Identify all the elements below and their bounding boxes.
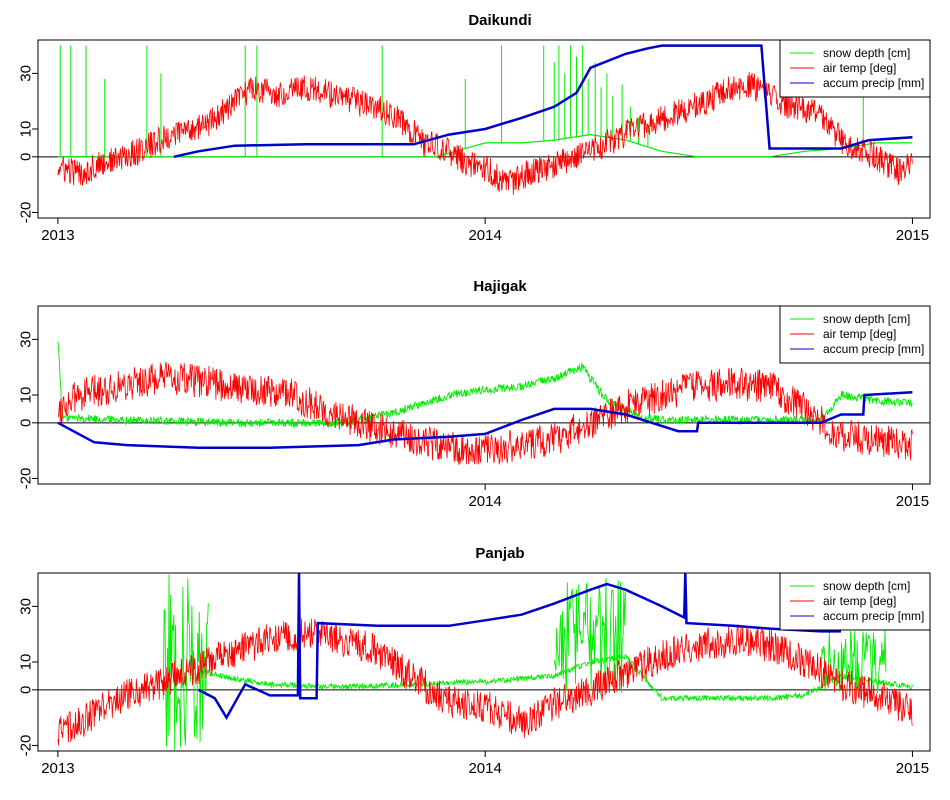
legend-label: accum precip [mm] [823, 609, 924, 623]
legend-label: snow depth [cm] [823, 46, 910, 60]
legend-label: air temp [deg] [823, 61, 896, 75]
series-line [57, 133, 913, 158]
y-tick-label: 30 [17, 598, 34, 615]
series-dense [553, 577, 626, 696]
chart-title: Hajigak [473, 278, 527, 295]
x-tick-label: 2013 [41, 227, 74, 244]
legend-label: accum precip [mm] [823, 342, 924, 356]
series-dense [162, 574, 209, 751]
panel-daikundi: Daikundi -20 0 10 30 2013 2014 2015 snow depth [… [17, 12, 931, 244]
plot-area [38, 341, 930, 465]
panel-panjab: Panjab -20 0 10 30 2013 2014 2015 snow depth [cm… [17, 545, 931, 777]
y-tick-label: 10 [17, 654, 34, 671]
series-dense [820, 629, 887, 694]
chart-title: Daikundi [468, 12, 531, 29]
x-tick-label: 2014 [468, 227, 501, 244]
panel-hajigak: Hajigak -20 0 10 30 2014 2015 snow depth [cm]ai… [17, 278, 931, 510]
plot-area [38, 573, 930, 751]
series-line [197, 573, 841, 721]
legend-label: snow depth [cm] [823, 579, 910, 593]
x-tick-label: 2014 [468, 493, 501, 510]
series-line [57, 341, 913, 429]
y-tick-label: 10 [17, 121, 34, 138]
y-tick-label: -20 [17, 202, 34, 224]
series-temp [57, 71, 913, 195]
series-line [57, 618, 913, 746]
series-snow [57, 341, 913, 429]
y-tick-label: 0 [17, 153, 34, 161]
legend: snow depth [cm]air temp [deg]accum preci… [779, 39, 931, 98]
legend: snow depth [cm]air temp [deg]accum preci… [779, 305, 931, 364]
series-line [57, 390, 913, 450]
series-temp [57, 361, 913, 465]
y-tick-label: -20 [17, 735, 34, 757]
series-precip [197, 573, 841, 721]
series-precip [57, 390, 913, 450]
legend: snow depth [cm]air temp [deg]accum preci… [779, 572, 931, 631]
x-tick-label: 2015 [896, 760, 929, 777]
y-tick-label: 0 [17, 419, 34, 427]
legend-label: air temp [deg] [823, 594, 896, 608]
y-tick-label: 30 [17, 331, 34, 348]
chart-title: Panjab [475, 545, 524, 562]
legend-label: snow depth [cm] [823, 312, 910, 326]
y-tick-label: 30 [17, 65, 34, 82]
y-tick-label: 0 [17, 686, 34, 694]
series-snow [57, 45, 913, 158]
series-precip [173, 44, 913, 159]
y-tick-label: -20 [17, 468, 34, 490]
x-tick-label: 2015 [896, 227, 929, 244]
series-line [57, 361, 913, 465]
series-temp [57, 618, 913, 746]
x-tick-label: 2015 [896, 493, 929, 510]
series-line [173, 44, 913, 159]
plot-area [38, 44, 930, 195]
x-tick-label: 2013 [41, 760, 74, 777]
legend-label: air temp [deg] [823, 327, 896, 341]
x-tick-label: 2014 [468, 760, 501, 777]
series-line [57, 71, 913, 195]
y-tick-label: 10 [17, 387, 34, 404]
legend-label: accum precip [mm] [823, 76, 924, 90]
